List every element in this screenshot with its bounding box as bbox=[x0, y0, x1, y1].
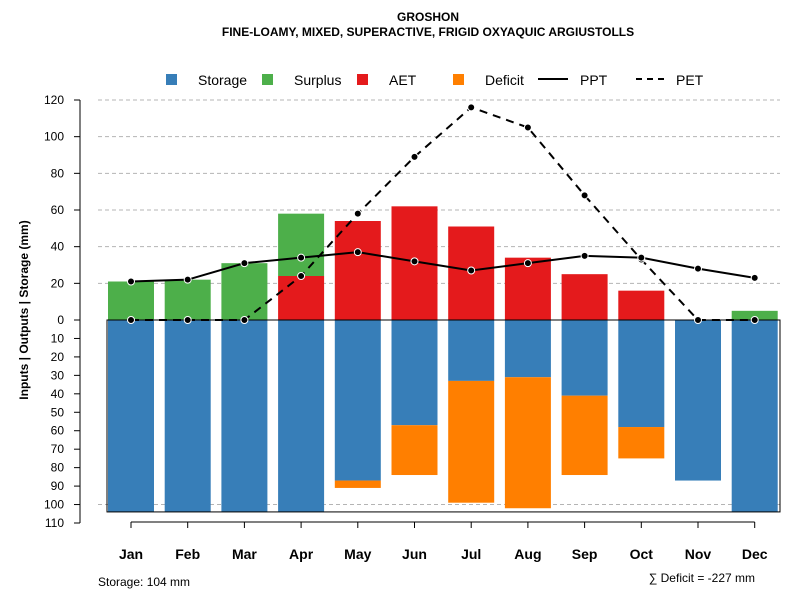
deficit-bar-may bbox=[334, 480, 381, 488]
pet-point bbox=[127, 316, 135, 324]
ppt-point bbox=[127, 277, 135, 286]
chart-subtitle: FINE-LOAMY, MIXED, SUPERACTIVE, FRIGID O… bbox=[222, 25, 634, 39]
pet-point bbox=[297, 272, 306, 280]
y-tick-label: 40 bbox=[51, 240, 65, 254]
x-tick-label-dec: Dec bbox=[742, 546, 768, 562]
y-tick-label: 40 bbox=[51, 387, 65, 401]
y-tick-label: 20 bbox=[51, 276, 65, 290]
aet-bar-oct bbox=[618, 290, 665, 320]
x-tick-label-oct: Oct bbox=[630, 546, 654, 562]
y-tick-label: 100 bbox=[44, 130, 64, 144]
pet-line bbox=[131, 106, 755, 321]
storage-bar-jan bbox=[108, 320, 154, 512]
legend-label-surplus: Surplus bbox=[294, 72, 341, 88]
x-tick-label-mar: Mar bbox=[232, 546, 257, 562]
storage-bar-jun bbox=[391, 320, 438, 426]
legend-label-aet: AET bbox=[389, 72, 417, 88]
y-tick-label: 30 bbox=[51, 368, 65, 382]
storage-note: Storage: 104 mm bbox=[98, 575, 190, 589]
deficit-bar-oct bbox=[618, 427, 665, 459]
x-tick-label-sep: Sep bbox=[572, 546, 598, 562]
x-tick-label-jul: Jul bbox=[461, 546, 481, 562]
surplus-bar-apr bbox=[278, 213, 325, 276]
pet-point bbox=[467, 103, 476, 112]
y-tick-label: 60 bbox=[51, 424, 65, 438]
y-tick-label: 10 bbox=[51, 331, 65, 345]
aet-bar-apr bbox=[278, 276, 325, 320]
ppt-point bbox=[183, 275, 192, 284]
storage-bar-sep bbox=[561, 320, 608, 396]
storage-bar-mar bbox=[221, 320, 268, 512]
deficit-bar-jun bbox=[391, 425, 438, 476]
ppt-point bbox=[297, 253, 306, 262]
legend-label-deficit: Deficit bbox=[485, 72, 524, 88]
legend-swatch-surplus bbox=[262, 74, 273, 85]
storage-bar-nov bbox=[675, 320, 721, 481]
x-tick-label-nov: Nov bbox=[685, 546, 712, 562]
ppt-point bbox=[750, 273, 759, 282]
x-tick-label-aug: Aug bbox=[514, 546, 541, 562]
deficit-note: ∑ Deficit = -227 mm bbox=[649, 571, 755, 585]
ppt-point bbox=[637, 253, 646, 262]
y-tick-label: 110 bbox=[45, 516, 64, 530]
y-tick-label: 0 bbox=[57, 313, 64, 327]
ppt-point bbox=[694, 264, 702, 273]
y-tick-label: 80 bbox=[51, 166, 65, 180]
pet-point bbox=[523, 123, 532, 132]
x-tick-label-jan: Jan bbox=[119, 546, 143, 562]
chart-title: GROSHON bbox=[397, 10, 459, 24]
x-tick-label-feb: Feb bbox=[175, 546, 200, 562]
aet-bar-aug bbox=[504, 257, 551, 320]
ppt-point bbox=[410, 257, 419, 266]
y-tick-label: 80 bbox=[51, 461, 65, 475]
pet-point bbox=[750, 316, 759, 324]
legend-swatch-storage bbox=[166, 74, 177, 85]
pet-point bbox=[240, 316, 249, 324]
y-tick-label: 20 bbox=[51, 350, 65, 364]
pet-point bbox=[410, 152, 419, 161]
storage-bar-apr bbox=[278, 320, 325, 512]
storage-bar-feb bbox=[164, 320, 211, 512]
aet-bar-may bbox=[334, 221, 381, 320]
deficit-bar-aug bbox=[504, 377, 551, 509]
pet-point bbox=[694, 316, 702, 324]
y-tick-label: 100 bbox=[44, 498, 64, 512]
x-tick-label-apr: Apr bbox=[289, 546, 314, 562]
y-tick-label: 120 bbox=[44, 93, 64, 107]
storage-bar-may bbox=[334, 320, 381, 481]
surplus-bar-mar bbox=[221, 263, 268, 320]
surplus-bar-feb bbox=[164, 279, 211, 320]
ppt-point bbox=[240, 259, 249, 268]
storage-bar-oct bbox=[618, 320, 665, 428]
y-tick-label: 70 bbox=[51, 442, 65, 456]
legend-label-storage: Storage bbox=[198, 72, 247, 88]
legend-swatch-aet bbox=[357, 74, 368, 85]
y-tick-label: 50 bbox=[51, 405, 65, 419]
ppt-point bbox=[523, 259, 532, 268]
surplus-bar-dec bbox=[731, 310, 778, 320]
legend-label-ppt: PPT bbox=[580, 72, 608, 88]
surplus-bar-jan bbox=[108, 281, 154, 320]
x-tick-label-jun: Jun bbox=[402, 546, 427, 562]
pet-point bbox=[580, 191, 589, 200]
storage-bar-dec bbox=[731, 320, 778, 512]
y-axis-label: Inputs | Outputs | Storage (mm) bbox=[17, 220, 31, 399]
storage-bar-aug bbox=[504, 320, 551, 378]
y-tick-label: 90 bbox=[51, 479, 65, 493]
ppt-point bbox=[467, 266, 476, 275]
aet-bar-sep bbox=[561, 274, 608, 320]
x-tick-label-may: May bbox=[344, 546, 371, 562]
ppt-point bbox=[580, 251, 589, 260]
ppt-point bbox=[353, 248, 362, 257]
deficit-bar-jul bbox=[448, 380, 495, 503]
pet-point bbox=[353, 209, 362, 218]
pet-point bbox=[183, 316, 192, 324]
storage-bar-jul bbox=[448, 320, 495, 381]
ppt-line bbox=[130, 251, 755, 283]
legend-swatch-deficit bbox=[453, 74, 464, 85]
deficit-bar-sep bbox=[561, 395, 608, 476]
legend-label-pet: PET bbox=[676, 72, 704, 88]
y-tick-label: 60 bbox=[51, 203, 65, 217]
